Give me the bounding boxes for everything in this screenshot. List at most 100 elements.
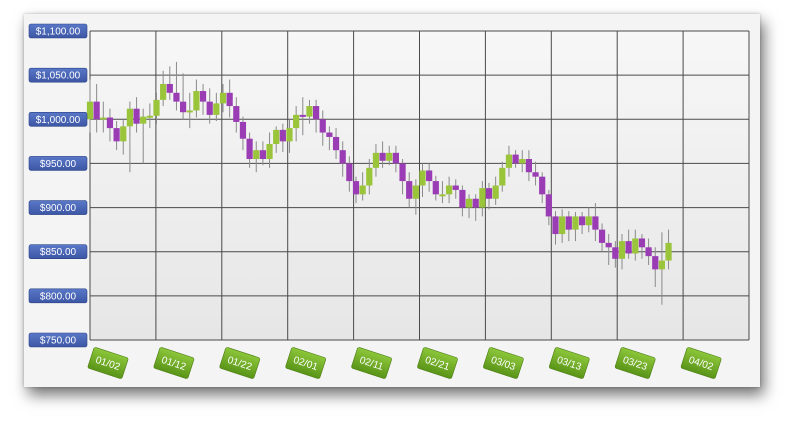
candle-body (439, 194, 446, 197)
y-tick: $1,000.00 (28, 111, 88, 127)
candlestick-chart: $1,100.00 $1,050.00 $1,000.00 $950.00 $900.0… (28, 23, 750, 379)
candle-body (299, 114, 306, 117)
candle-body (492, 185, 499, 199)
candle-body (153, 99, 160, 116)
candle-body (306, 106, 313, 117)
y-tick: $900.00 (28, 200, 88, 215)
y-tick-badge (28, 200, 88, 215)
candle-body (93, 101, 100, 120)
x-tick: 02/11 (351, 347, 392, 379)
candle-body (479, 188, 486, 208)
x-tick: 03/13 (549, 347, 590, 379)
candle-body (293, 114, 300, 129)
x-tick-badge (153, 347, 195, 379)
candle-body (618, 241, 626, 259)
y-axis-ticks: $1,100.00 $1,050.00 $1,000.00 $950.00 $900.0… (28, 23, 88, 348)
candle-body (379, 152, 386, 161)
x-axis-ticks: 01/02 01/12 01/22 02/01 02/11 02/21 03/03 03/13… (87, 347, 722, 379)
candle-body (519, 159, 526, 164)
candle-body (585, 216, 592, 226)
x-tick-badge (417, 347, 458, 379)
y-tick-label: $1,050.00 (36, 71, 81, 82)
candle-body (465, 198, 473, 208)
y-tick: $1,050.00 (28, 67, 88, 83)
candle-body (539, 176, 546, 195)
candle-body (559, 216, 566, 235)
candle-body (505, 154, 513, 168)
candle-body (432, 181, 439, 195)
candle-body (120, 126, 127, 142)
y-tick-label: $1,100.00 (36, 27, 81, 38)
candle-body (140, 116, 147, 124)
candle-body (199, 91, 207, 102)
candle-body (459, 189, 466, 208)
candle-body (106, 117, 114, 129)
x-tick-badge (549, 347, 590, 379)
candle-body (313, 106, 320, 120)
y-tick-badge (28, 67, 88, 83)
y-tick-badge (28, 156, 88, 171)
candle-bodies (86, 83, 672, 270)
candle-body (339, 150, 346, 164)
candle-body (392, 152, 399, 164)
candle-body (332, 136, 340, 151)
x-tick-badge (680, 347, 722, 379)
candle-body (319, 119, 326, 133)
candle-body (266, 144, 273, 160)
candle-body (665, 242, 672, 261)
candle-body (452, 185, 459, 190)
y-tick-label: $950.00 (40, 159, 77, 170)
x-tick: 04/02 (680, 347, 722, 379)
y-tick-badge (28, 332, 88, 348)
candle-body (233, 106, 240, 122)
candle-body (565, 216, 572, 230)
candle-body (226, 92, 233, 107)
candle-body (605, 242, 612, 248)
candle-body (572, 216, 579, 230)
y-tick-label: $850.00 (40, 247, 77, 258)
candle-body (273, 129, 280, 145)
candle-body (133, 108, 140, 124)
y-tick-badge (28, 244, 88, 260)
candle-body (419, 170, 426, 186)
candle-body (246, 138, 253, 160)
candle-body (366, 167, 373, 186)
y-tick-label: $800.00 (40, 291, 77, 302)
candle-body (193, 91, 200, 111)
candle-body (219, 92, 227, 104)
x-tick: 03/03 (483, 347, 524, 379)
candle-body (286, 128, 293, 142)
candle-body (352, 181, 360, 195)
candle-body (532, 172, 539, 177)
candle-body (213, 103, 220, 115)
candle-body (525, 159, 532, 173)
candle-body (579, 216, 586, 226)
candle-body (592, 216, 599, 230)
candle-body (113, 128, 120, 142)
y-tick: $1,100.00 (28, 23, 88, 39)
candle-body (372, 152, 380, 168)
candle-body (499, 167, 506, 186)
candle-body (612, 247, 619, 259)
candle-body (638, 238, 646, 248)
x-tick: 02/01 (285, 347, 326, 379)
candle-body (86, 101, 94, 120)
candle-body (160, 83, 167, 100)
x-tick: 01/22 (219, 347, 261, 379)
candle-body (326, 132, 333, 137)
candle-body (386, 152, 393, 161)
x-tick-badge (351, 347, 392, 379)
candle-body (173, 92, 180, 102)
candle-body (545, 194, 552, 217)
candle-body (146, 115, 153, 118)
candle-body (412, 185, 419, 199)
x-tick-badge (483, 347, 524, 379)
x-tick-badge (219, 347, 261, 379)
y-tick-label: $750.00 (40, 336, 77, 347)
x-tick-badge (285, 347, 326, 379)
candle-body (100, 117, 107, 120)
y-tick: $750.00 (28, 332, 88, 348)
candle-body (399, 163, 406, 182)
candle-body (359, 185, 366, 195)
candle-body (180, 101, 187, 113)
